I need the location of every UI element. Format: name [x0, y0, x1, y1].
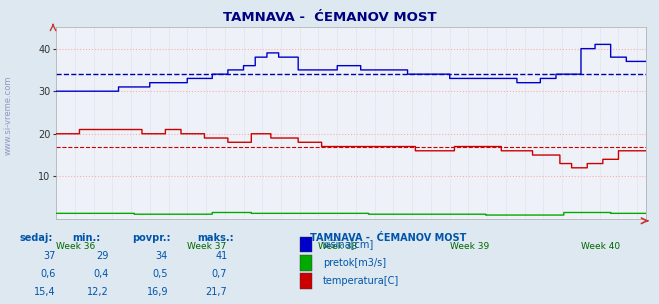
Text: TAMNAVA -  ĆEMANOV MOST: TAMNAVA - ĆEMANOV MOST: [223, 11, 436, 24]
Text: Week 40: Week 40: [581, 242, 620, 251]
Text: pretok[m3/s]: pretok[m3/s]: [323, 258, 386, 268]
Text: www.si-vreme.com: www.si-vreme.com: [3, 76, 13, 155]
Text: povpr.:: povpr.:: [132, 233, 170, 243]
Text: 34: 34: [156, 251, 168, 261]
Text: sedaj:: sedaj:: [20, 233, 53, 243]
Text: 29: 29: [96, 251, 109, 261]
Text: Week 37: Week 37: [187, 242, 227, 251]
Text: 12,2: 12,2: [87, 287, 109, 297]
Text: 0,6: 0,6: [41, 269, 56, 279]
Text: TAMNAVA -  ĆEMANOV MOST: TAMNAVA - ĆEMANOV MOST: [310, 233, 466, 243]
Text: višina[cm]: višina[cm]: [323, 239, 374, 250]
Text: min.:: min.:: [72, 233, 101, 243]
Text: maks.:: maks.:: [198, 233, 235, 243]
Text: 21,7: 21,7: [206, 287, 227, 297]
Text: Week 36: Week 36: [56, 242, 96, 251]
Text: 41: 41: [215, 251, 227, 261]
Text: 15,4: 15,4: [34, 287, 56, 297]
Text: Week 39: Week 39: [449, 242, 489, 251]
Text: 16,9: 16,9: [146, 287, 168, 297]
Text: 37: 37: [43, 251, 56, 261]
Text: 0,5: 0,5: [152, 269, 168, 279]
Text: 0,4: 0,4: [94, 269, 109, 279]
Text: temperatura[C]: temperatura[C]: [323, 276, 399, 286]
Text: 0,7: 0,7: [212, 269, 227, 279]
Text: Week 38: Week 38: [318, 242, 358, 251]
